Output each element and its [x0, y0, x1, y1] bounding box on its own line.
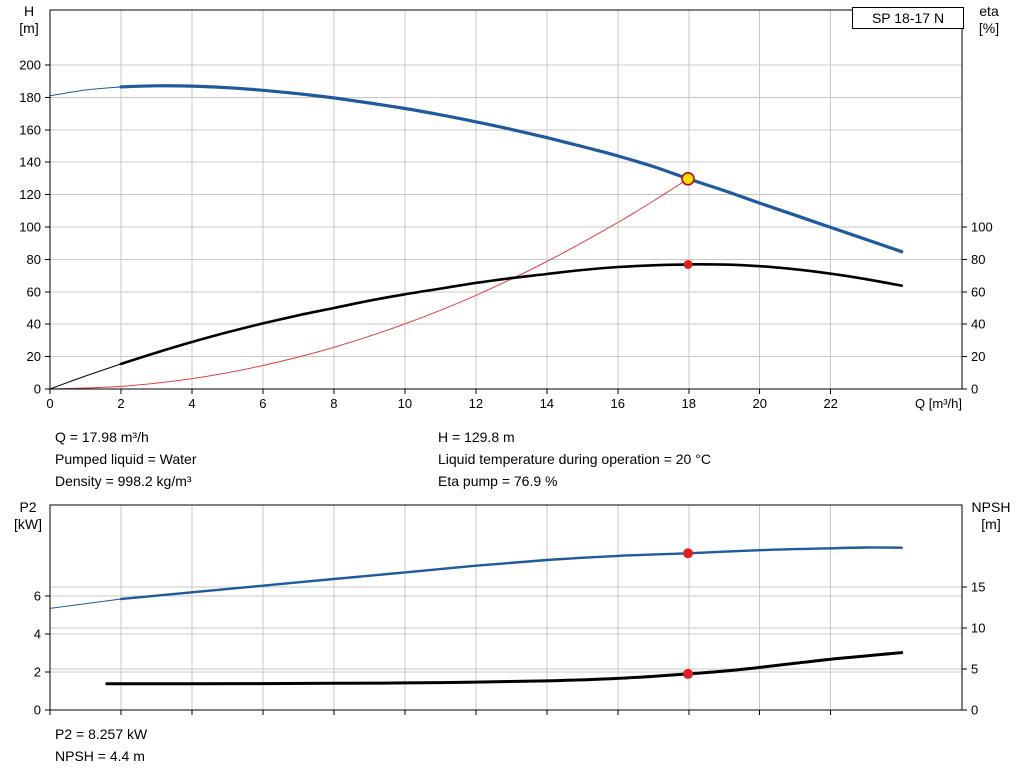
left-axis-title: [kW]: [14, 516, 42, 532]
eta-pump-text: Eta pump = 76.9 %: [438, 473, 558, 489]
right-tick-label: 20: [971, 349, 985, 364]
x-tick-label: 0: [46, 396, 53, 411]
head-value-text: H = 129.8 m: [438, 429, 515, 445]
x-axis-title: Q [m³/h]: [915, 396, 962, 411]
duty-info-panel: Q = 17.98 m³/h Pumped liquid = Water Den…: [0, 420, 1024, 497]
x-tick-label: 6: [259, 396, 266, 411]
right-tick-label: 15: [971, 580, 985, 595]
right-axis-title: NPSH: [972, 499, 1011, 515]
system-curve: [49, 178, 689, 390]
x-tick-label: 20: [752, 396, 766, 411]
left-axis-title: H: [24, 3, 34, 19]
p2-curve-lead: [49, 598, 122, 609]
left-tick-label: 6: [34, 589, 41, 604]
left-tick-label: 20: [27, 349, 41, 364]
left-tick-label: 140: [19, 155, 41, 170]
left-tick-label: 160: [19, 122, 41, 137]
head-chart-block: 0 20 40 60 80 100 120 140 160 180 200 0 20 40 60 80 100 0…: [19, 3, 999, 411]
right-axis-title: [m]: [981, 516, 1000, 532]
left-tick-label: 0: [34, 703, 41, 718]
x-tick-label: 10: [398, 396, 412, 411]
left-tick-label: 2: [34, 665, 41, 680]
x-tick-label: 4: [188, 396, 195, 411]
left-tick-label: 40: [27, 317, 41, 332]
left-axis-title: [m]: [19, 20, 38, 36]
npsh-duty-dot: [683, 668, 694, 679]
right-tick-label: 60: [971, 284, 985, 299]
p2-curve: [119, 546, 903, 601]
right-tick-label: 5: [971, 662, 978, 677]
info-column-right: H = 129.8 m Liquid temperature during op…: [438, 426, 711, 492]
p2-duty-dot: [683, 548, 694, 559]
x-tick-label: 22: [823, 396, 837, 411]
info-column-left: Q = 17.98 m³/h Pumped liquid = Water Den…: [55, 426, 197, 492]
left-tick-label: 80: [27, 252, 41, 267]
left-tick-label: 4: [34, 627, 41, 642]
result-values-panel: P2 = 8.257 kW NPSH = 4.4 m: [55, 723, 1024, 767]
eta-curve: [119, 263, 903, 366]
x-tick-label: 14: [540, 396, 554, 411]
left-axis-title: P2: [19, 499, 36, 515]
right-tick-label: 100: [971, 220, 993, 235]
power-npsh-chart: 0 2 4 6 0 5 10 15 P2[kW] NPSH[m]: [14, 499, 1011, 718]
right-tick-label: 80: [971, 252, 985, 267]
eta-duty-dot: [683, 259, 693, 269]
pumped-liquid-text: Pumped liquid = Water: [55, 451, 197, 467]
x-tick-label: 2: [117, 396, 124, 411]
head-curve-lead: [49, 86, 122, 97]
head-curve: [119, 84, 904, 254]
x-tick-label: 18: [682, 396, 696, 411]
npsh-value-text: NPSH = 4.4 m: [55, 748, 145, 764]
right-axis-title: eta: [979, 3, 999, 19]
left-tick-label: 180: [19, 90, 41, 105]
left-tick-label: 60: [27, 284, 41, 299]
flow-value-text: Q = 17.98 m³/h: [55, 429, 149, 445]
left-tick-label: 120: [19, 187, 41, 202]
left-tick-label: 0: [34, 382, 41, 397]
density-text: Density = 998.2 kg/m³: [55, 473, 192, 489]
left-tick-label: 200: [19, 58, 41, 73]
pump-type-label: SP 18-17 N: [852, 7, 964, 29]
x-tick-label: 12: [469, 396, 483, 411]
right-tick-label: 40: [971, 317, 985, 332]
plot-frame: [49, 504, 963, 711]
right-tick-label: 0: [971, 703, 978, 718]
eta-curve-lead: [49, 363, 122, 390]
npsh-curve: [105, 651, 904, 686]
x-tick-label: 16: [611, 396, 625, 411]
right-axis-title: [%]: [979, 20, 999, 36]
x-tick-label: 8: [330, 396, 337, 411]
right-tick-label: 0: [971, 382, 978, 397]
duty-point-marker: [681, 171, 695, 186]
right-tick-label: 10: [971, 621, 985, 636]
p2-value-text: P2 = 8.257 kW: [55, 726, 148, 742]
head-efficiency-chart: 0 20 40 60 80 100 120 140 160 180 200 0 20 40 60 80 100 0…: [19, 3, 999, 411]
plot-frame: [49, 9, 963, 390]
left-tick-label: 100: [19, 220, 41, 235]
liquid-temperature-text: Liquid temperature during operation = 20…: [438, 451, 711, 467]
